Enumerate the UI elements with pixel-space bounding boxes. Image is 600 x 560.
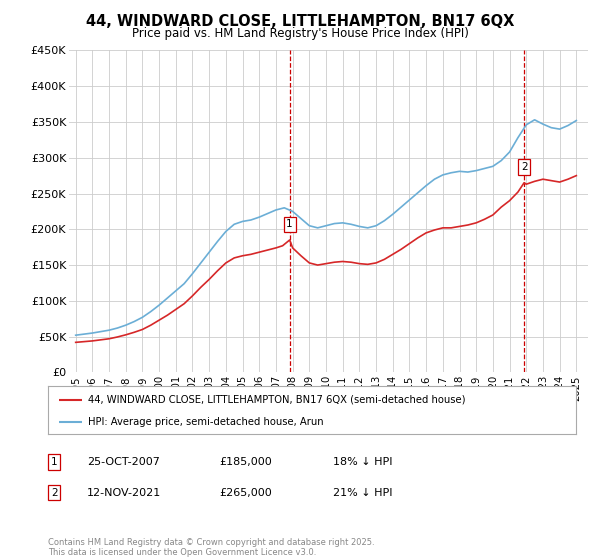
- Text: 2: 2: [51, 488, 58, 498]
- Text: 44, WINDWARD CLOSE, LITTLEHAMPTON, BN17 6QX: 44, WINDWARD CLOSE, LITTLEHAMPTON, BN17 …: [86, 14, 514, 29]
- Text: 18% ↓ HPI: 18% ↓ HPI: [333, 457, 392, 467]
- Text: 21% ↓ HPI: 21% ↓ HPI: [333, 488, 392, 498]
- Text: HPI: Average price, semi-detached house, Arun: HPI: Average price, semi-detached house,…: [88, 417, 323, 427]
- Text: Contains HM Land Registry data © Crown copyright and database right 2025.
This d: Contains HM Land Registry data © Crown c…: [48, 538, 374, 557]
- Text: 1: 1: [51, 457, 58, 467]
- Text: Price paid vs. HM Land Registry's House Price Index (HPI): Price paid vs. HM Land Registry's House …: [131, 27, 469, 40]
- Text: £185,000: £185,000: [219, 457, 272, 467]
- Text: 2: 2: [521, 162, 527, 172]
- Text: 1: 1: [286, 220, 293, 229]
- Text: £265,000: £265,000: [219, 488, 272, 498]
- Text: 12-NOV-2021: 12-NOV-2021: [87, 488, 161, 498]
- Text: 44, WINDWARD CLOSE, LITTLEHAMPTON, BN17 6QX (semi-detached house): 44, WINDWARD CLOSE, LITTLEHAMPTON, BN17 …: [88, 395, 465, 405]
- Text: 25-OCT-2007: 25-OCT-2007: [87, 457, 160, 467]
